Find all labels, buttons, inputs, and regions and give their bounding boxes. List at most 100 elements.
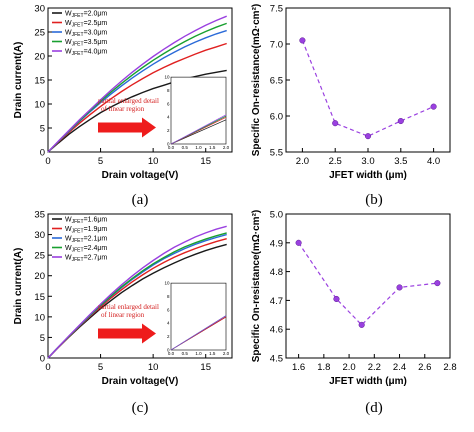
legend-label: WJFET=3.5μm	[65, 39, 107, 48]
inset-frame	[170, 76, 227, 145]
y-tick-label: 4.7	[270, 296, 283, 307]
data-point	[295, 239, 302, 246]
legend-label: WJFET=4.0μm	[65, 49, 107, 58]
y-tick-label: 7.0	[270, 40, 283, 51]
y-tick-label: 0	[40, 148, 45, 159]
x-tick-label: 2.0	[296, 156, 309, 167]
y-axis-label: Specific On-resistance(mΩ·cm²)	[251, 210, 262, 363]
panel-caption: (b)	[365, 192, 383, 208]
arrow-shape	[98, 117, 156, 138]
y-tick-label: 20	[34, 52, 45, 63]
x-tick-label: 5	[98, 362, 103, 373]
inset-x-tick-label: 2.0	[223, 351, 230, 356]
y-tick-label: 10	[34, 312, 45, 323]
legend-label: WJFET=3.0μm	[65, 30, 107, 39]
panel-b-resistance-plot: 2.0 2.5 3.0 3.5 4.0 5.5 6.0 6.5 7.0 7.5 JFET width…	[251, 4, 451, 208]
x-tick-label: 3.0	[361, 156, 374, 167]
panel-caption: (a)	[132, 192, 149, 208]
inset-y-tick-label: 4	[167, 321, 170, 326]
x-tick-label: 2.5	[329, 156, 342, 167]
legend-label: WJFET=2.4μm	[65, 245, 107, 254]
y-tick-label: 30	[34, 230, 45, 241]
y-tick-label: 4.6	[270, 325, 283, 336]
y-tick-label: 25	[34, 251, 45, 262]
legend-label: WJFET=2.0μm	[65, 11, 107, 20]
inset-y-tick-label: 0	[167, 348, 170, 353]
annotation-text: of linear region	[101, 105, 145, 113]
x-tick-label: 0	[45, 156, 50, 167]
series-line	[47, 15, 227, 153]
x-tick-label: 2.8	[443, 362, 456, 373]
y-axis-label: Specific On-resistance(mΩ·cm²)	[251, 4, 262, 157]
y-tick-label: 4.5	[270, 354, 283, 365]
inset-x-tick-label: 1.0	[195, 145, 202, 150]
inset-y-tick-label: 6	[167, 101, 170, 106]
y-tick-label: 6.5	[270, 76, 283, 87]
x-tick-label: 0	[45, 362, 50, 373]
inset-series-line	[170, 315, 227, 351]
inset-x-tick-label: 0.5	[182, 351, 189, 356]
y-tick-label: 20	[34, 271, 45, 282]
x-axis-label: Drain voltage(V)	[102, 170, 179, 181]
panel-caption: (c)	[132, 400, 149, 416]
x-axis-label: Drain voltage(V)	[102, 376, 179, 387]
y-tick-label: 0	[40, 354, 45, 365]
plot-frame	[285, 7, 451, 153]
y-axis-label: Drain current(A)	[13, 248, 24, 325]
y-tick-label: 7.5	[270, 4, 283, 15]
y-tick-label: 10	[34, 100, 45, 111]
plot-frame	[47, 213, 233, 359]
series-line	[47, 69, 227, 153]
x-tick-label: 1.6	[292, 362, 305, 373]
data-point	[430, 103, 437, 110]
inset-x-tick-label: 0.0	[168, 351, 175, 356]
inset-y-tick-label: 0	[167, 142, 170, 147]
inset-y-tick-label: 2	[167, 128, 170, 133]
inset-y-tick-label: 4	[167, 115, 170, 120]
annotation-text: of linear region	[101, 311, 145, 319]
y-tick-label: 35	[34, 210, 45, 221]
inset-frame	[170, 282, 227, 351]
inset-y-tick-label: 8	[167, 294, 170, 299]
x-axis-label: JFET width (μm)	[329, 170, 407, 181]
x-tick-label: 3.5	[394, 156, 407, 167]
x-tick-label: 2.0	[342, 362, 355, 373]
x-tick-label: 2.2	[368, 362, 381, 373]
annotation-text: partial enlarged detail	[98, 97, 159, 105]
panel-caption: (d)	[365, 400, 383, 416]
y-tick-label: 5	[40, 333, 45, 344]
arrow-shape	[98, 323, 156, 344]
legend-label: WJFET=1.9μm	[65, 226, 107, 235]
y-tick-label: 5	[40, 124, 45, 135]
x-tick-label: 10	[148, 156, 159, 167]
x-tick-label: 5	[98, 156, 103, 167]
inset-series-line	[170, 119, 227, 145]
y-tick-label: 6.0	[270, 112, 283, 123]
x-tick-label: 1.8	[317, 362, 330, 373]
inset-y-tick-label: 8	[167, 88, 170, 93]
y-axis-label: Drain current(A)	[13, 42, 24, 119]
y-tick-label: 5.5	[270, 148, 283, 159]
inset-x-tick-label: 2.0	[223, 145, 230, 150]
legend-label: WJFET=2.7μm	[65, 255, 107, 264]
x-tick-label: 2.4	[393, 362, 406, 373]
annotation-text: partial enlarged detail	[98, 303, 159, 311]
x-tick-label: 15	[200, 156, 211, 167]
inset-y-tick-label: 10	[164, 75, 170, 80]
legend-label: WJFET=1.6μm	[65, 217, 107, 226]
legend-label: WJFET=2.1μm	[65, 236, 107, 245]
y-tick-label: 4.9	[270, 238, 283, 249]
series-line	[47, 42, 227, 153]
inset-y-tick-label: 10	[164, 281, 170, 286]
inset-x-tick-label: 1.5	[209, 351, 216, 356]
y-tick-label: 5.0	[270, 210, 283, 221]
inset-x-tick-label: 1.0	[195, 351, 202, 356]
y-tick-label: 15	[34, 292, 45, 303]
inset-x-tick-label: 0.0	[168, 145, 175, 150]
x-axis-label: JFET width (μm)	[329, 376, 407, 387]
data-point	[434, 280, 441, 287]
inset-x-tick-label: 0.5	[182, 145, 189, 150]
panel-d-resistance-plot: 1.6 1.8 2.0 2.2 2.4 2.6 2.8 4.5 4.6 4.7 4.8 4.9 5.0 J…	[251, 210, 457, 417]
